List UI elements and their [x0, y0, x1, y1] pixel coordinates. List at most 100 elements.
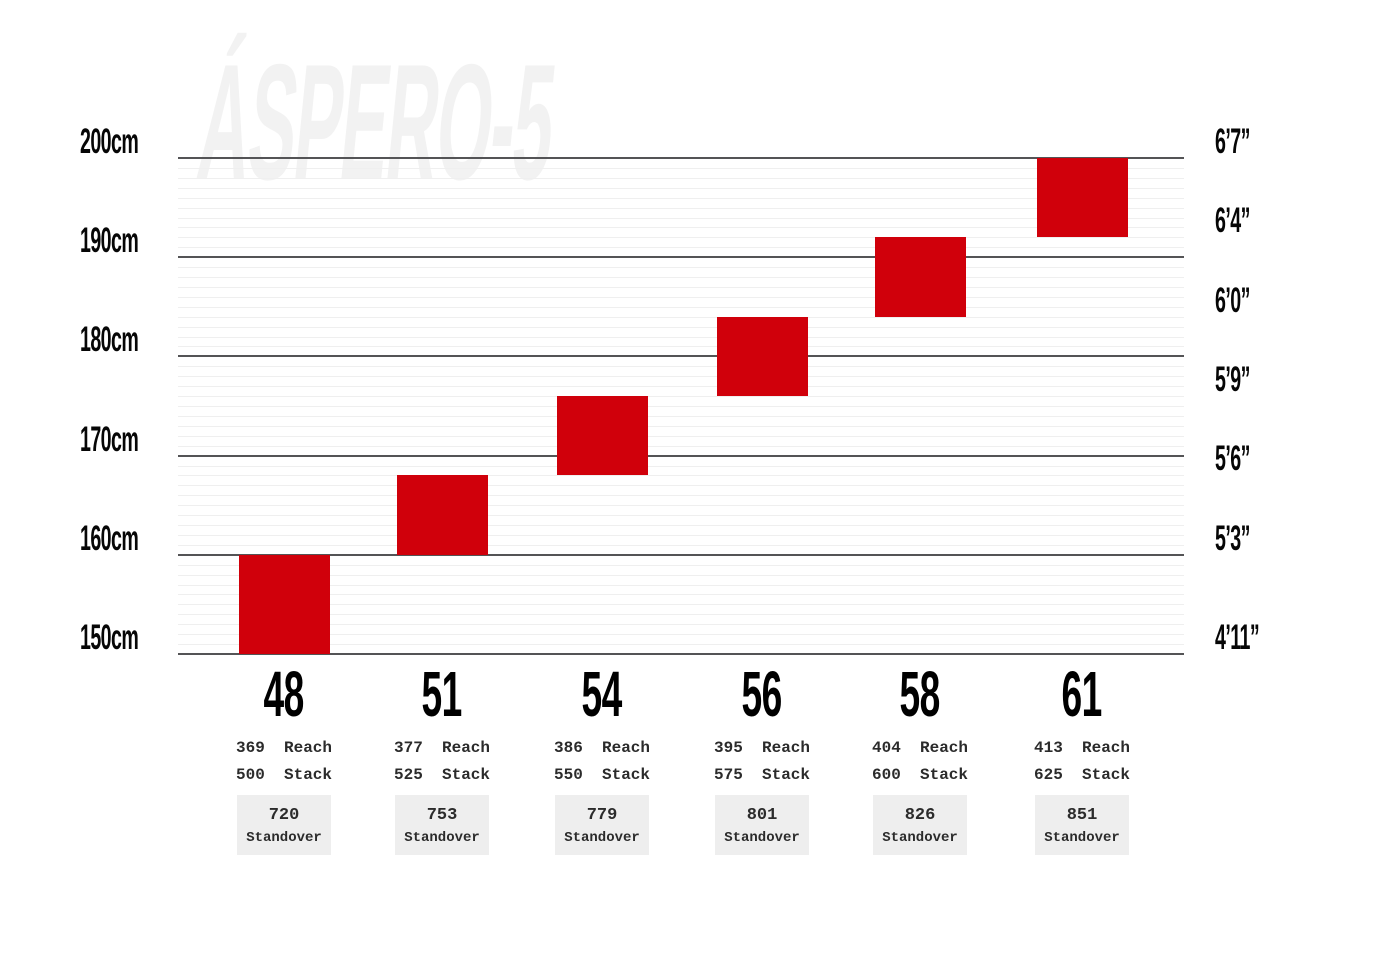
standover-box-51: 753 Standover [395, 795, 489, 855]
gridline-minor [178, 485, 1184, 487]
standover-label: Standover [404, 830, 480, 846]
gridline-minor [178, 396, 1184, 398]
stack-value-48: 500 Stack [235, 766, 332, 784]
standover-value: 720 [268, 806, 300, 825]
gridline-minor [178, 584, 1184, 586]
size-label-58: 58 [899, 658, 941, 730]
gridline-minor [178, 316, 1184, 318]
y-axis-label-left: 160cm [80, 518, 139, 558]
reach-value-51: 377 Reach [393, 739, 490, 757]
y-axis-label-left: 200cm [80, 122, 139, 161]
gridline-minor [178, 495, 1184, 497]
standover-value: 753 [426, 806, 458, 825]
stack-value-58: 600 Stack [871, 766, 968, 784]
gridline-minor [178, 425, 1184, 427]
y-axis-label-right: 4’11” [1215, 618, 1260, 657]
gridline-minor [178, 366, 1184, 368]
size-label-54: 54 [581, 658, 623, 730]
gridline-minor [178, 267, 1184, 269]
gridline-minor [178, 346, 1184, 348]
gridline-major [178, 355, 1184, 358]
stack-value-61: 625 Stack [1033, 766, 1130, 784]
reach-value-48: 369 Reach [235, 739, 332, 757]
gridline-major [178, 256, 1184, 259]
reach-value-56: 395 Reach [713, 739, 810, 757]
standover-label: Standover [564, 830, 640, 846]
standover-value: 851 [1066, 806, 1098, 825]
size-bar-56 [716, 316, 808, 397]
gridline-minor [178, 644, 1184, 646]
reach-value-58: 404 Reach [871, 739, 968, 757]
gridline-minor [178, 445, 1184, 447]
gridline-minor [178, 534, 1184, 536]
gridline-minor [178, 564, 1184, 566]
size-bar-54 [556, 396, 648, 476]
gridline-minor [178, 475, 1184, 477]
gridline-major [178, 157, 1184, 159]
size-bar-51 [396, 475, 488, 555]
reach-value-61: 413 Reach [1033, 739, 1130, 757]
gridline-minor [178, 435, 1184, 437]
gridline-minor [178, 515, 1184, 517]
standover-label: Standover [724, 830, 800, 846]
gridline-minor [178, 197, 1184, 199]
gridline-minor [178, 227, 1184, 229]
gridline-minor [178, 594, 1184, 596]
size-label-61: 61 [1061, 658, 1103, 730]
gridline-minor [178, 167, 1184, 169]
y-axis-label-left: 180cm [80, 320, 139, 360]
standover-label: Standover [882, 830, 958, 846]
standover-label: Standover [1044, 830, 1120, 846]
y-axis-label-left: 150cm [80, 618, 139, 657]
gridline-minor [178, 406, 1184, 407]
gridline-minor [178, 465, 1184, 467]
size-bar-61 [1036, 158, 1128, 238]
standover-box-61: 851 Standover [1035, 795, 1129, 855]
y-axis-label-right: 6’0” [1215, 280, 1250, 320]
gridline-minor [178, 376, 1184, 378]
y-axis-label-right: 6’4” [1215, 201, 1250, 241]
gridline-minor [178, 336, 1184, 338]
stack-value-51: 525 Stack [393, 766, 490, 784]
gridline-minor [178, 237, 1184, 239]
gridline-minor [178, 505, 1184, 507]
y-axis-label-left: 170cm [80, 419, 139, 459]
y-axis-label-right: 5’6” [1215, 439, 1250, 479]
size-label-56: 56 [741, 658, 783, 730]
standover-box-58: 826 Standover [873, 795, 967, 855]
stack-value-54: 550 Stack [553, 766, 650, 784]
standover-value: 826 [904, 806, 936, 825]
standover-value: 779 [586, 806, 618, 825]
gridline-minor [178, 177, 1184, 179]
gridline-minor [178, 286, 1184, 288]
standover-value: 801 [746, 806, 778, 825]
watermark-title: ÁSPERO-5 [191, 30, 562, 214]
y-axis-label-right: 5’3” [1215, 518, 1250, 558]
gridline-minor [178, 544, 1184, 546]
gridline-minor [178, 604, 1184, 606]
gridline-minor [178, 296, 1184, 298]
y-axis-label-right: 5’9” [1215, 360, 1250, 400]
gridline-minor [178, 277, 1184, 279]
size-bar-48 [238, 554, 330, 654]
gridline-major [178, 653, 1184, 655]
gridline-minor [178, 326, 1184, 328]
gridline-minor [178, 574, 1184, 576]
gridline-minor [178, 386, 1184, 388]
gridline-minor [178, 525, 1184, 527]
gridline-minor [178, 187, 1184, 189]
gridline-minor [178, 624, 1184, 626]
standover-label: Standover [246, 830, 322, 846]
standover-box-56: 801 Standover [715, 795, 809, 855]
gridline-major [178, 553, 1184, 556]
size-label-48: 48 [263, 658, 305, 730]
size-bar-58 [874, 237, 966, 317]
standover-box-48: 720 Standover [237, 795, 331, 855]
gridline-minor [178, 207, 1184, 209]
y-axis-label-left: 190cm [80, 221, 139, 261]
gridline-minor [178, 614, 1184, 616]
gridline-minor [178, 415, 1184, 417]
stack-value-56: 575 Stack [713, 766, 810, 784]
gridline-major [178, 454, 1184, 457]
